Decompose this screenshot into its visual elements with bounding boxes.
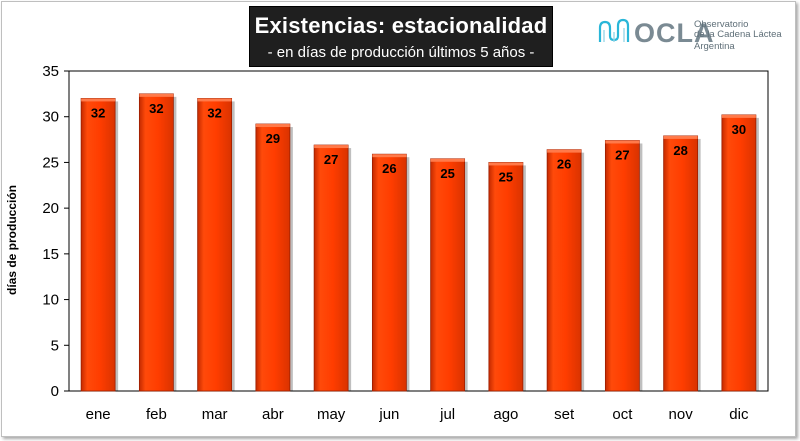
bar [255, 123, 291, 392]
y-tick-label: 35 [42, 63, 59, 80]
data-label: 28 [673, 143, 687, 158]
data-label: 26 [557, 157, 571, 172]
y-tick-label: 15 [42, 246, 59, 263]
chart-title: Existencias: estacionalidad [254, 13, 548, 38]
bar-top-highlight [547, 149, 582, 153]
bar [80, 98, 116, 392]
data-label: 27 [324, 152, 338, 167]
x-tick-label: ene [86, 406, 111, 423]
bars: 32 32 32 29 27 26 25 25 26 27 28 30 [80, 93, 759, 392]
x-tick-label: set [554, 406, 575, 423]
bar-top-highlight [488, 162, 523, 166]
bar-top-highlight [721, 114, 756, 118]
logo-line-3: Argentina [694, 41, 735, 52]
data-label: 32 [91, 105, 105, 120]
bar-top-highlight [430, 158, 465, 162]
y-tick-label: 10 [42, 292, 59, 309]
x-tick-label: jun [378, 406, 399, 423]
bar [546, 149, 582, 392]
bar [721, 114, 757, 392]
x-tick-label: oct [612, 406, 633, 423]
logo-line-1: Observatorio [694, 19, 749, 30]
data-label: 29 [266, 131, 280, 146]
bar-top-highlight [197, 98, 232, 102]
bar-top-highlight [255, 124, 290, 128]
bar-top-highlight [139, 93, 174, 97]
x-tick-label: may [317, 406, 346, 423]
bar [488, 162, 524, 392]
x-tick-label: nov [669, 406, 694, 423]
bar [197, 98, 233, 392]
bar [138, 93, 174, 392]
axes: 0 5 10 15 20 25 30 35 ene feb mar abr may jun jul ago se… [42, 63, 769, 423]
bar [371, 153, 407, 392]
bar-top-highlight [81, 98, 116, 102]
bar [663, 135, 699, 392]
bar-top-highlight [663, 135, 698, 139]
logo-wordmark: OCLA [634, 18, 715, 48]
bar-top-highlight [605, 140, 640, 144]
y-tick-label: 0 [51, 383, 59, 400]
bar [430, 158, 466, 392]
y-tick-label: 25 [42, 154, 59, 171]
x-tick-label: feb [146, 406, 167, 423]
bar-top-highlight [372, 154, 407, 158]
x-tick-label: mar [202, 406, 228, 423]
y-tick-label: 30 [42, 109, 59, 126]
logo-line-2: de la Cadena Láctea [694, 29, 782, 40]
bar-top-highlight [314, 145, 349, 149]
x-tick-label: jul [439, 406, 455, 423]
title-box: Existencias: estacionalidad - en días de… [249, 6, 553, 67]
plot-area-border [68, 70, 769, 392]
data-label: 32 [149, 101, 163, 116]
data-label: 26 [382, 161, 396, 176]
bar [604, 140, 640, 392]
y-tick-label: 20 [42, 200, 59, 217]
x-tick-label: abr [262, 406, 284, 423]
data-label: 25 [499, 169, 513, 184]
bar [313, 144, 349, 392]
chart-subtitle: - en días de producción últimos 5 años - [267, 44, 535, 61]
y-tick-label: 5 [51, 337, 59, 354]
data-label: 30 [732, 122, 746, 137]
data-label: 32 [207, 105, 221, 120]
x-tick-label: dic [729, 406, 749, 423]
x-tick-label: ago [493, 406, 518, 423]
data-label: 27 [615, 147, 629, 162]
ocla-logo: OCLA Observatorio de la Cadena Láctea Ar… [598, 14, 798, 64]
milk-wave-logo-icon [598, 18, 630, 42]
data-label: 25 [440, 166, 454, 181]
